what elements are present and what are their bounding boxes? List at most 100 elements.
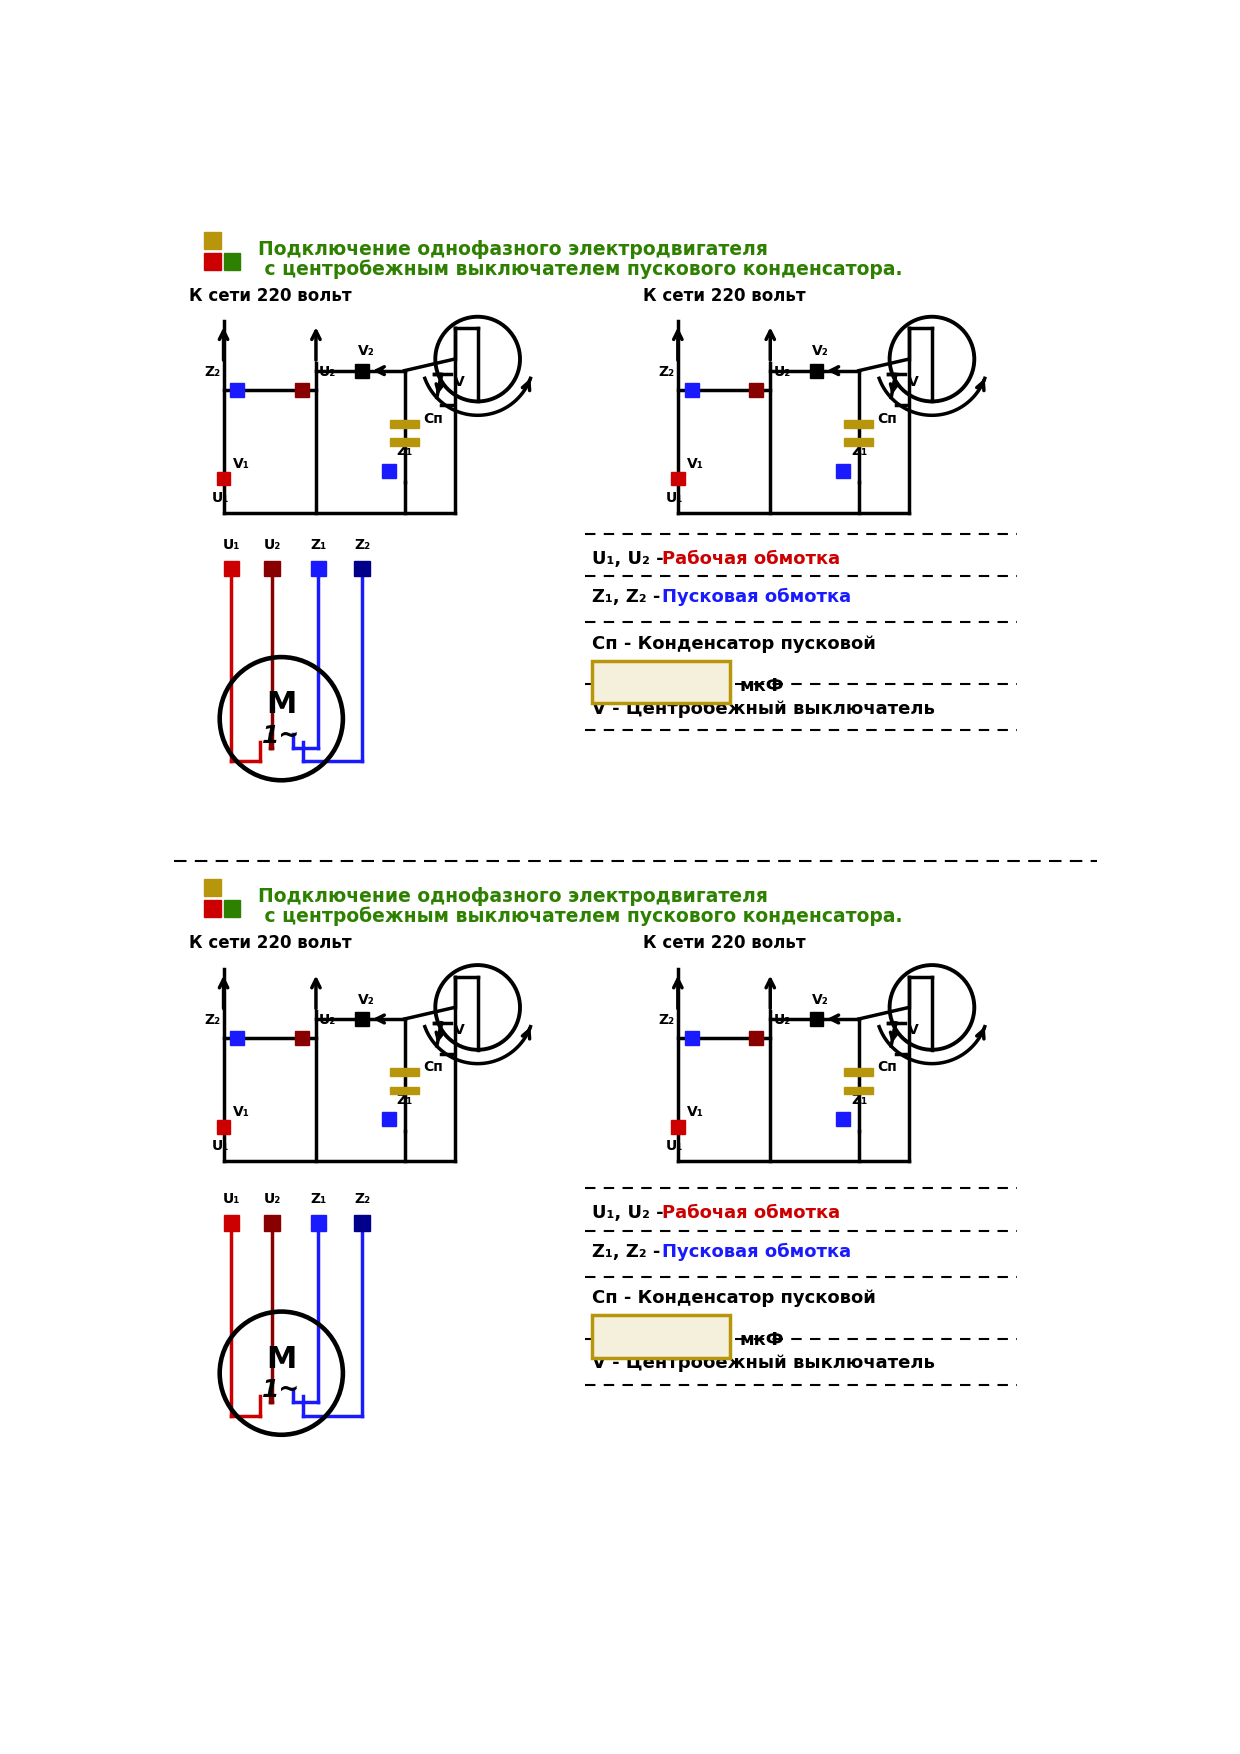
Text: V: V (908, 1023, 919, 1037)
Text: Сп: Сп (423, 412, 443, 426)
Text: V₁: V₁ (233, 1105, 249, 1119)
Text: V₁: V₁ (687, 456, 704, 470)
Text: Z₂: Z₂ (355, 1193, 371, 1207)
Text: Z₂: Z₂ (658, 1014, 675, 1028)
Bar (671, 1119, 684, 1133)
Bar (264, 1216, 280, 1231)
Bar (310, 1216, 326, 1231)
Text: Сп: Сп (877, 1061, 897, 1075)
Bar (837, 1112, 851, 1126)
Text: К сети 220 вольт: К сети 220 вольт (188, 935, 351, 952)
Bar (810, 363, 823, 377)
Text: Z₁: Z₁ (310, 1193, 326, 1207)
Text: V: V (908, 375, 919, 389)
Bar (205, 253, 221, 270)
Bar (205, 232, 221, 249)
Bar (389, 419, 419, 428)
Text: U₂: U₂ (263, 537, 280, 551)
Bar (837, 463, 851, 477)
Text: Рабочая обмотка: Рабочая обмотка (662, 1203, 841, 1223)
Text: с центробежным выключателем пускового конденсатора.: с центробежным выключателем пускового ко… (258, 907, 903, 926)
Bar (844, 1068, 873, 1075)
Text: 1~: 1~ (262, 724, 300, 747)
Bar (355, 363, 370, 377)
Text: Подключение однофазного электродвигателя: Подключение однофазного электродвигателя (258, 886, 768, 905)
Text: U₁, U₂ -: U₁, U₂ - (591, 549, 670, 568)
Text: Z₁, Z₂ -: Z₁, Z₂ - (591, 1242, 666, 1261)
Text: V: V (454, 1023, 465, 1037)
Text: Z₂: Z₂ (658, 365, 675, 379)
Bar (389, 1087, 419, 1094)
Text: Сп: Сп (877, 412, 897, 426)
Text: V: V (454, 375, 465, 389)
Text: Z₂: Z₂ (355, 537, 371, 551)
Bar (217, 472, 231, 486)
Text: V₂: V₂ (812, 993, 828, 1007)
Text: К сети 220 вольт: К сети 220 вольт (644, 935, 806, 952)
Bar (684, 382, 698, 396)
Text: Z₁: Z₁ (397, 1093, 413, 1107)
Bar (295, 1031, 309, 1045)
Bar (355, 1216, 370, 1231)
Text: Z₁: Z₁ (310, 537, 326, 551)
Text: V₁: V₁ (233, 456, 249, 470)
Bar (382, 1112, 396, 1126)
Text: Z₂: Z₂ (205, 1014, 221, 1028)
Bar (844, 438, 873, 446)
Text: U₁: U₁ (212, 1138, 229, 1152)
Text: V₂: V₂ (812, 344, 828, 358)
Text: U₂: U₂ (774, 1014, 791, 1028)
Bar (810, 1012, 823, 1026)
Text: Z₁, Z₂ -: Z₁, Z₂ - (591, 588, 666, 607)
Text: Сп - Конденсатор пусковой: Сп - Конденсатор пусковой (591, 635, 875, 652)
Text: Z₁: Z₁ (851, 1093, 867, 1107)
Text: U₁: U₁ (212, 491, 229, 505)
Bar (382, 463, 396, 477)
Bar (389, 438, 419, 446)
Bar (591, 1316, 730, 1358)
Bar (223, 253, 241, 270)
Text: V - Центробежный выключатель: V - Центробежный выключатель (591, 1354, 935, 1372)
Bar (231, 1031, 244, 1045)
Text: Z₂: Z₂ (205, 365, 221, 379)
Bar (295, 382, 309, 396)
Bar (749, 1031, 764, 1045)
Bar (591, 661, 730, 703)
Bar (264, 561, 280, 577)
Bar (684, 1031, 698, 1045)
Text: Рабочая обмотка: Рабочая обмотка (662, 549, 841, 568)
Bar (217, 1119, 231, 1133)
Text: Пусковая обмотка: Пусковая обмотка (662, 588, 852, 607)
Text: Пусковая обмотка: Пусковая обмотка (662, 1242, 852, 1261)
Text: Z₁: Z₁ (397, 444, 413, 458)
Text: V₂: V₂ (357, 344, 374, 358)
Text: U₂: U₂ (319, 1014, 336, 1028)
Bar (355, 561, 370, 577)
Text: Сп - Конденсатор пусковой: Сп - Конденсатор пусковой (591, 1289, 875, 1307)
Bar (355, 1012, 370, 1026)
Bar (844, 419, 873, 428)
Text: U₁: U₁ (222, 537, 239, 551)
Bar (844, 1087, 873, 1094)
Text: U₁, U₂ -: U₁, U₂ - (591, 1203, 670, 1223)
Text: U₁: U₁ (666, 491, 683, 505)
Text: мкФ: мкФ (739, 677, 784, 695)
Bar (205, 879, 221, 896)
Text: К сети 220 вольт: К сети 220 вольт (188, 288, 351, 305)
Text: с центробежным выключателем пускового конденсатора.: с центробежным выключателем пускового ко… (258, 260, 903, 279)
Bar (223, 1216, 239, 1231)
Text: M: M (267, 691, 296, 719)
Text: 1~: 1~ (262, 1379, 300, 1401)
Text: К сети 220 вольт: К сети 220 вольт (644, 288, 806, 305)
Text: Сп: Сп (423, 1061, 443, 1075)
Text: U₁: U₁ (222, 1193, 239, 1207)
Text: V₁: V₁ (687, 1105, 704, 1119)
Text: U₁: U₁ (666, 1138, 683, 1152)
Text: V₂: V₂ (357, 993, 374, 1007)
Bar (671, 472, 684, 486)
Bar (223, 900, 241, 917)
Text: U₂: U₂ (319, 365, 336, 379)
Bar (389, 1068, 419, 1075)
Bar (231, 382, 244, 396)
Text: U₂: U₂ (263, 1193, 280, 1207)
